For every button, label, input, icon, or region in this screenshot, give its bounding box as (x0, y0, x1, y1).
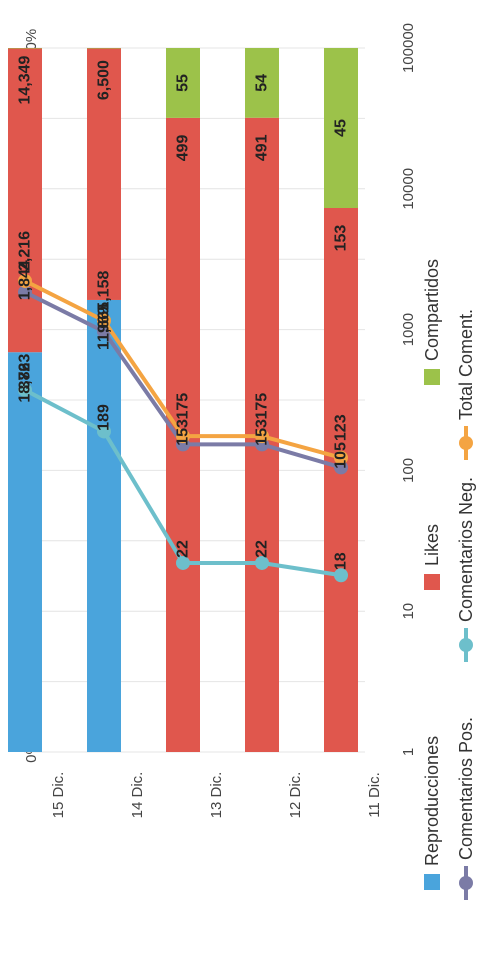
bar-likes (8, 48, 42, 353)
point-comentarios-neg (97, 424, 111, 439)
legend-marker-comentarios-pos (459, 876, 473, 890)
legend-label: Likes (422, 524, 442, 566)
category-label: 15 Dic. (50, 772, 67, 819)
point-comentarios-neg (334, 568, 348, 583)
bar-reproducciones (87, 299, 121, 752)
bar-compartidos (324, 48, 358, 208)
point-total-coment (255, 429, 269, 444)
point-comentarios-pos (18, 285, 32, 300)
category-label: 12 Dic. (287, 772, 304, 819)
point-total-coment (176, 429, 190, 444)
legend-label: Comentarios Neg. (456, 477, 476, 622)
category-label: 14 Dic. (129, 772, 146, 819)
line-data-label: 1,844 (17, 260, 34, 300)
log-tick-label: 100000 (400, 23, 417, 73)
line-data-label: 969 (96, 306, 113, 333)
log-tick-label: 10 (400, 603, 417, 620)
line-data-label: 22 (175, 540, 192, 558)
legend-label: Total Coment. (456, 309, 476, 420)
line-data-label: 153 (254, 419, 271, 446)
bar-data-label: 55 (175, 74, 192, 92)
point-comentarios-neg (18, 383, 32, 398)
line-data-label: 18 (333, 552, 350, 570)
line-data-label: 22 (254, 540, 271, 558)
log-tick-label: 100 (400, 458, 417, 483)
bar-data-label: 18,863 (17, 354, 34, 403)
legend-marker-comentarios-neg (459, 638, 473, 652)
legend-swatch-reproducciones (424, 874, 440, 890)
bar-data-label: 54 (254, 74, 271, 92)
line-data-label: 372 (17, 363, 34, 390)
legend-label: Comentarios Pos. (456, 717, 476, 860)
log-tick-label: 10000 (400, 168, 417, 210)
point-comentarios-neg (176, 555, 190, 570)
legend-marker-total-coment (459, 436, 473, 450)
bar-reproducciones (8, 352, 42, 752)
legend-swatch-likes (424, 574, 440, 590)
line-data-label: 1,158 (96, 271, 113, 311)
point-total-coment (97, 313, 111, 328)
line-data-label: 2,216 (17, 231, 34, 271)
point-comentarios-pos (334, 460, 348, 475)
line-data-label: 105 (333, 442, 350, 469)
category-label: 11 Dic. (366, 772, 383, 818)
bar-likes (324, 208, 358, 752)
legend-swatch-compartidos (424, 369, 440, 385)
line-data-label: 175 (175, 393, 192, 420)
line-data-label: 175 (254, 393, 271, 420)
bar-compartidos (166, 48, 200, 118)
bar-compartidos (245, 48, 279, 118)
point-total-coment (334, 450, 348, 465)
bar-data-label: 11,665 (96, 302, 113, 350)
legend-label: Reproducciones (422, 736, 442, 866)
bar-data-label: 491 (254, 134, 271, 161)
line-data-label: 189 (96, 404, 113, 431)
bar-data-label: 153 (333, 225, 350, 252)
log-tick-label: 1000 (400, 313, 417, 346)
point-comentarios-neg (255, 555, 269, 570)
legend-label: Compartidos (422, 259, 442, 361)
bar-likes (87, 48, 121, 300)
bar-data-label: 14,349 (17, 56, 34, 105)
line-data-label: 123 (333, 414, 350, 441)
bar-compartidos (87, 48, 121, 49)
bar-data-label: 6,500 (96, 60, 113, 100)
bar-data-label: 45 (333, 119, 350, 137)
log-tick-label: 1 (400, 748, 417, 756)
point-total-coment (18, 273, 32, 288)
bar-data-label: 499 (175, 134, 192, 161)
line-data-label: 153 (175, 419, 192, 446)
bar-compartidos (8, 48, 42, 49)
category-label: 13 Dic. (208, 772, 225, 819)
